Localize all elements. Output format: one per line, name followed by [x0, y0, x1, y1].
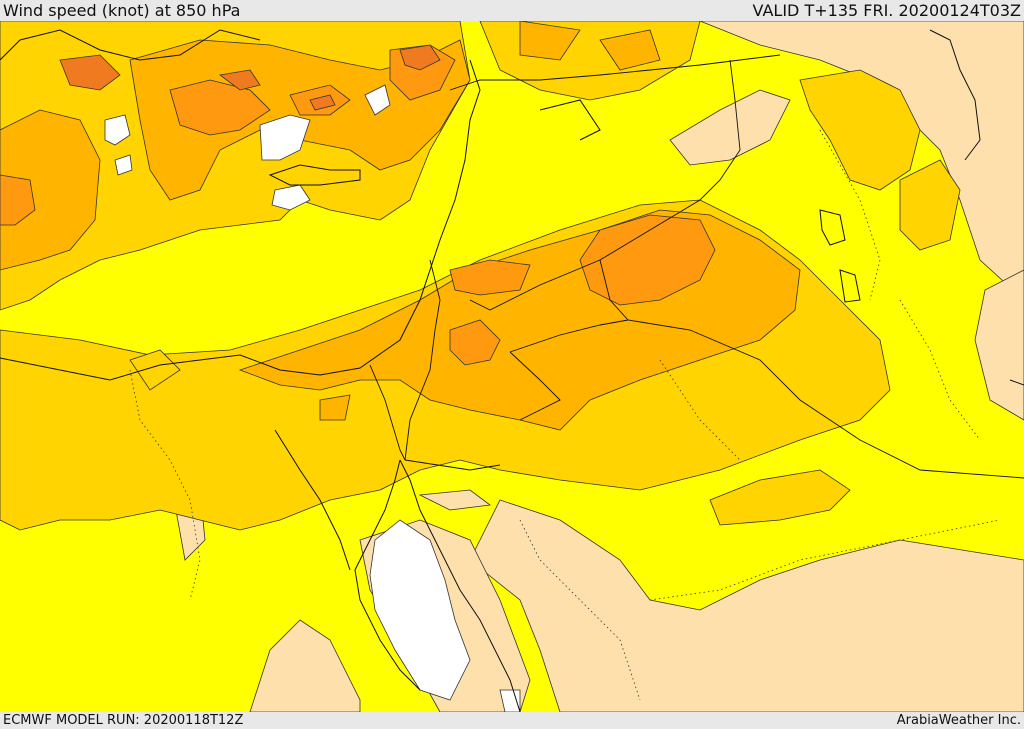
region-borders [129, 129, 1001, 701]
valid-time: VALID T+135 FRI. 20200124T03Z [752, 1, 1021, 20]
country-borders [369, 54, 1024, 479]
footer-bar: ECMWF MODEL RUN: 20200118T12Z ArabiaWeat… [0, 712, 1024, 729]
map-title: Wind speed (knot) at 850 hPa [3, 1, 241, 20]
band-lt10 [104, 84, 521, 712]
band-35-40 [59, 44, 441, 111]
wind-map-svg [0, 21, 1024, 712]
model-run-label: ECMWF MODEL RUN: 20200118T12Z [3, 713, 244, 728]
credit-label: ArabiaWeather Inc. [896, 713, 1021, 728]
header-bar: Wind speed (knot) at 850 hPa VALID T+135… [0, 0, 1024, 21]
coastlines [0, 29, 1024, 712]
wind-map [0, 21, 1024, 712]
